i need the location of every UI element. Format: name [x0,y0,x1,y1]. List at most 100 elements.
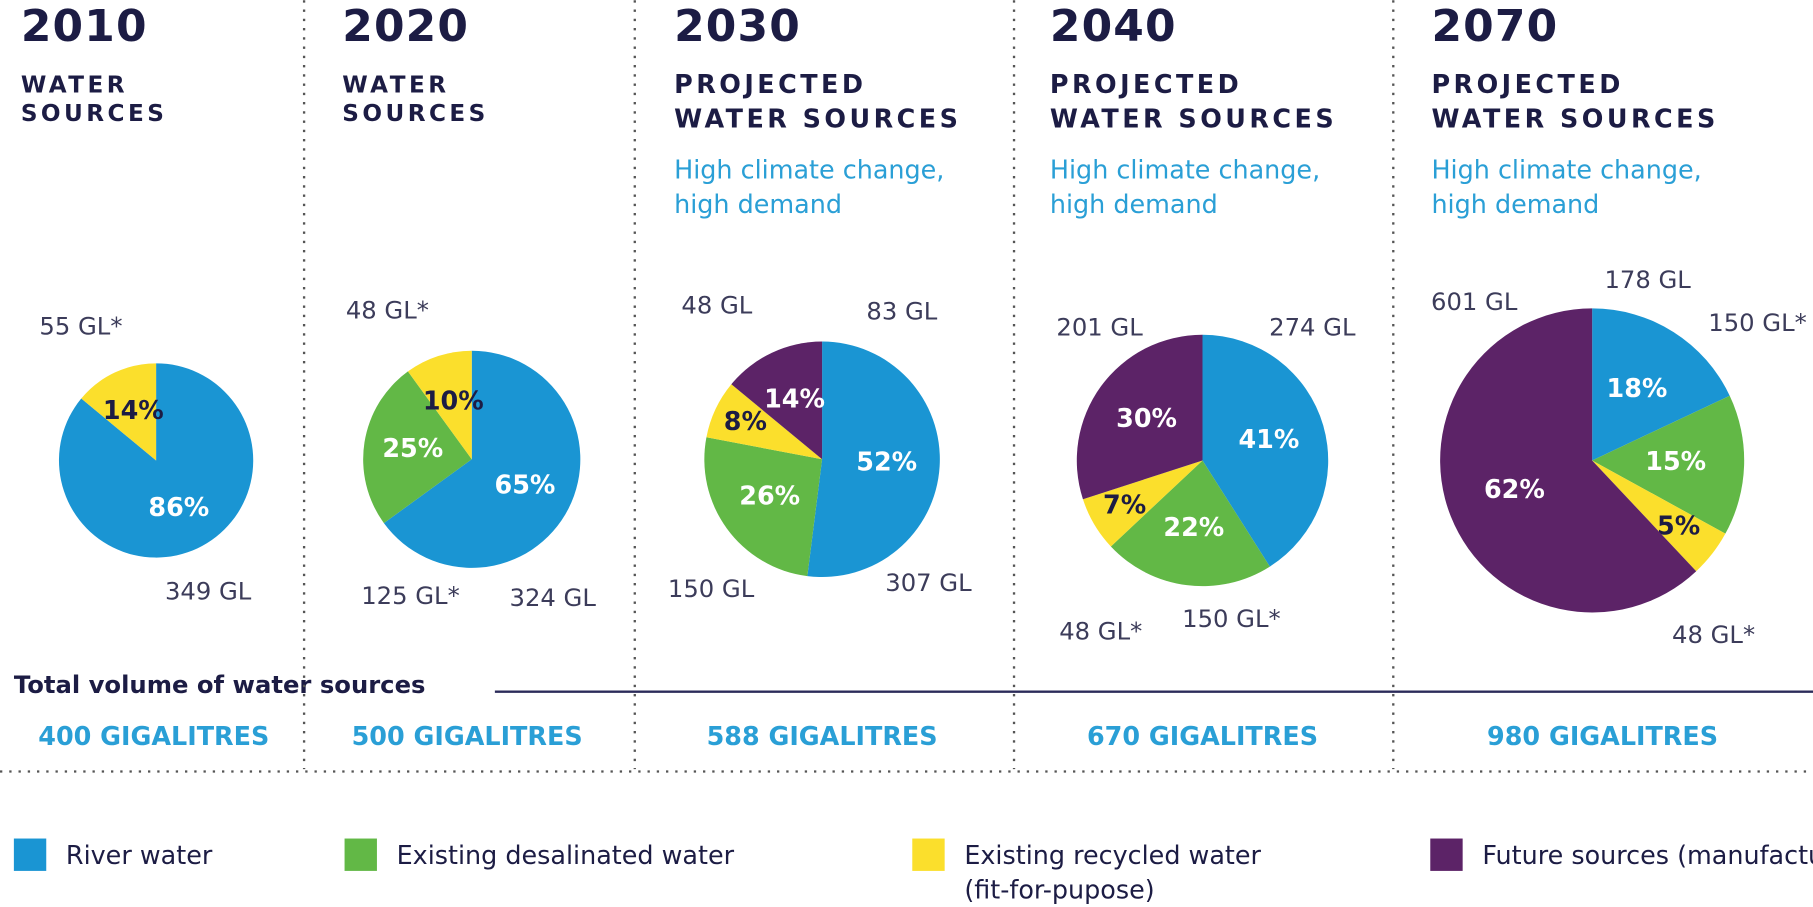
slice-unit: % [799,384,824,414]
scenario-note: high demand [674,189,842,219]
pie-slice [363,371,472,524]
slice-unit: % [458,385,483,415]
slice-unit: % [1519,474,1544,504]
slice-unit: % [1121,490,1146,520]
scenario-note: High climate change, [1050,154,1320,184]
slice-label: 8% [724,406,767,436]
slice-unit: % [1675,511,1700,541]
slice-unit: % [418,433,443,463]
legend-swatch [13,838,47,871]
volume-label: 125 GL* [361,581,459,610]
slice-value: 14 [103,395,138,425]
subtitle: SOURCES [21,101,168,127]
slice-value: 7 [1103,490,1121,520]
scenario-note: high demand [1431,189,1599,219]
slice-value: 25 [382,433,417,463]
slice-value: 18 [1607,373,1642,403]
subtitle: WATER [21,72,128,98]
legend-label: Existing desalinated water [397,840,735,870]
slice-unit: % [1642,373,1667,403]
slice-label: 10% [423,385,484,415]
total-heading: Total volume of water sources [14,670,426,699]
legend-label: Existing recycled water [964,840,1261,870]
pie-slice [706,384,823,460]
legend-swatch [1430,838,1463,871]
year-title: 2010 [21,1,148,52]
pie-slice [407,350,472,460]
year-title: 2020 [342,1,469,52]
pie-slice [383,350,581,568]
slice-label: 15% [1645,446,1706,476]
slice-label: 41% [1238,424,1299,454]
total-volume: 500 GIGALITRES [352,721,583,751]
slice-value: 14 [764,384,799,414]
year-title: 2030 [674,1,801,52]
slice-label: 14% [103,395,164,425]
volume-label: 601 GL [1431,287,1518,316]
slice-value: 22 [1163,512,1198,542]
volume-label: 48 GL* [346,295,429,324]
slice-value: 26 [739,480,774,510]
slice-unit: % [1199,512,1224,542]
pie-slice [1082,460,1203,547]
legend-label: River water [66,840,213,870]
pie-slice [1076,334,1203,500]
slice-unit: % [1152,403,1177,433]
slice-label: 86% [148,492,209,522]
pie-slice [1592,395,1745,534]
legend-label: (fit-for-pupose) [964,875,1154,905]
volume-label: 274 GL [1269,313,1356,342]
pie-slice [807,341,940,578]
legend-swatch [912,838,945,871]
pie-slice [81,363,157,461]
volume-label: 201 GL [1056,313,1143,342]
subtitle: PROJECTED [1050,69,1242,99]
slice-value: 15 [1645,446,1680,476]
volume-label: 55 GL* [39,311,122,340]
slice-label: 5% [1657,511,1700,541]
slice-label: 7% [1103,490,1146,520]
pie-slice [1110,460,1270,587]
subtitle: SOURCES [342,101,489,127]
slice-value: 65 [495,469,530,499]
legend-swatch [344,838,377,871]
slice-label: 65% [495,469,556,499]
legend-label: Future sources (manufactured water) [1482,840,1813,870]
slice-value: 8 [724,406,742,436]
subtitle: WATER SOURCES [674,104,961,134]
slice-label: 62% [1484,474,1545,504]
scenario-note: High climate change, [1431,154,1701,184]
slice-label: 30% [1116,403,1177,433]
slice-value: 62 [1484,474,1519,504]
volume-label: 324 GL [510,583,597,612]
slice-value: 10 [423,385,458,415]
slice-label: 52% [856,446,917,476]
volume-label: 349 GL [165,576,252,605]
slice-label: 14% [764,384,825,414]
total-volume: 400 GIGALITRES [38,721,269,751]
slice-label: 25% [382,433,443,463]
slice-value: 30 [1116,403,1151,433]
slice-value: 86 [148,492,183,522]
subtitle: PROJECTED [1431,69,1623,99]
total-volume: 670 GIGALITRES [1087,721,1318,751]
subtitle: WATER SOURCES [1431,104,1718,134]
slice-value: 5 [1657,511,1675,541]
volume-label: 83 GL [866,296,937,325]
volume-label: 48 GL* [1059,617,1142,646]
scenario-note: High climate change, [674,154,944,184]
volume-label: 150 GL* [1708,308,1806,337]
volume-label: 178 GL [1604,265,1691,294]
slice-label: 26% [739,480,800,510]
pie-slice [1202,334,1329,567]
subtitle: WATER SOURCES [1050,104,1337,134]
slice-unit: % [1681,446,1706,476]
slice-value: 41 [1238,424,1273,454]
volume-label: 150 GL [668,574,755,603]
year-title: 2040 [1050,1,1177,52]
slice-unit: % [892,446,917,476]
pie-slice [1592,460,1726,572]
subtitle: PROJECTED [674,69,866,99]
volume-label: 48 GL* [1672,620,1755,649]
